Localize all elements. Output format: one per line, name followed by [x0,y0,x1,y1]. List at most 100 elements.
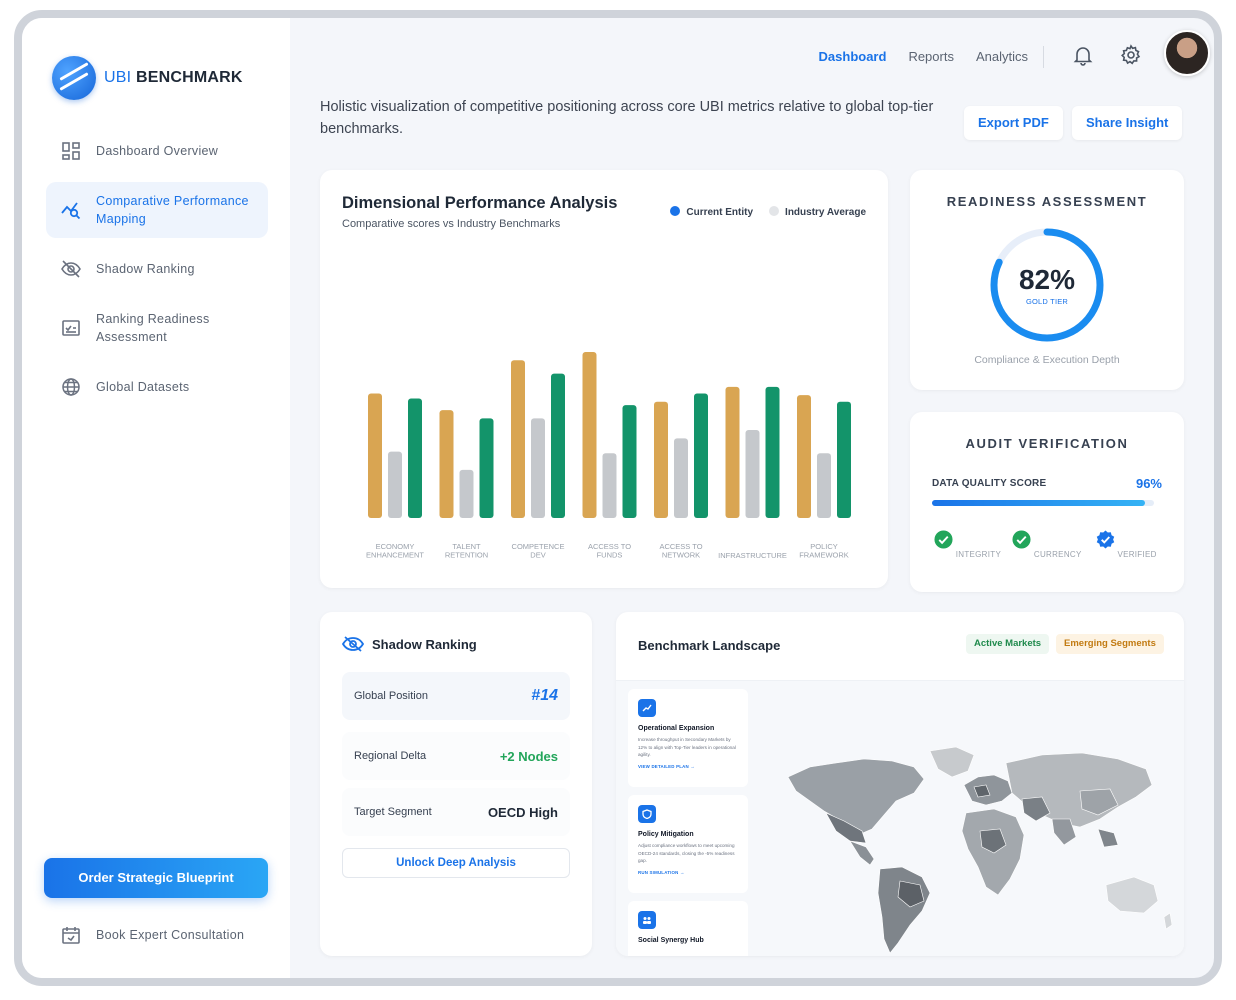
sidebar: UBI BENCHMARK Dashboard Overview Compara… [22,18,290,978]
run-simulation-link[interactable]: RUN SIMULATION → [638,869,685,875]
chart-subtitle: Comparative scores vs Industry Benchmark… [342,218,561,230]
sidebar-item-comparative-performance[interactable]: Comparative Performance Mapping [46,182,268,238]
check-circle-icon [934,530,953,549]
users-icon [638,911,656,929]
bar-0-1[interactable] [388,451,402,518]
sidebar-item-global-datasets[interactable]: Global Datasets [46,366,268,408]
bar-3-0[interactable] [582,352,597,518]
bar-2-0[interactable] [511,360,525,518]
insight-tile-social[interactable]: Social Synergy Hub [628,901,748,956]
bar-4-2[interactable] [694,393,708,519]
bar-1-2[interactable] [479,418,494,518]
map-north-america[interactable] [787,758,925,836]
tile-title: Operational Expansion [638,725,715,732]
map-southeast-asia[interactable] [1097,828,1119,848]
top-divider [1043,46,1044,68]
map-mexico[interactable] [849,840,875,866]
bar-3-2[interactable] [622,405,637,518]
readiness-tier: GOLD TIER [1025,297,1069,306]
top-bar: Dashboard Reports Analytics [290,18,1214,88]
shadow-ranking-heading: Shadow Ranking [342,636,477,652]
bar-4-0[interactable] [654,401,668,518]
eye-off-icon [342,636,364,652]
bar-3-1[interactable] [602,453,617,518]
bar-2-1[interactable] [531,418,545,518]
bar-1-0[interactable] [439,410,454,518]
unlock-analysis-button[interactable]: Unlock Deep Analysis [342,848,570,878]
map-central-europe[interactable] [973,784,991,798]
map-brazil[interactable] [897,880,925,908]
check-integrity: INTEGRITY [928,530,1007,559]
category-label: ECONOMY ENHANCEMENT [366,542,424,560]
brand-suffix: BENCHMARK [135,69,243,86]
sidebar-item-ranking-readiness[interactable]: Ranking Readiness Assessment [46,300,268,356]
audit-card: AUDIT VERIFICATION DATA QUALITY SCORE 96… [910,412,1184,592]
dashboard-grid-icon [60,140,82,162]
legend-item-average[interactable]: Industry Average [769,206,866,218]
active-markets-pill[interactable]: Active Markets [966,634,1050,654]
category-label: POLICY FRAMEWORK [799,542,849,560]
user-avatar[interactable] [1164,30,1210,76]
gear-icon[interactable] [1120,44,1142,66]
bar-chart: ECONOMY ENHANCEMENT TALENT RETENTION COMPETE… [366,352,851,560]
top-nav-reports[interactable]: Reports [908,49,954,64]
insight-tile-operational[interactable]: Operational Expansion Increase throughpu… [628,689,748,787]
map-australia[interactable] [1105,876,1159,914]
bar-0-0[interactable] [368,393,382,519]
top-nav-analytics[interactable]: Analytics [975,49,1028,64]
readiness-ring [990,228,1104,342]
check-label: VERIFIED [1117,550,1157,559]
bar-4-1[interactable] [674,438,688,518]
map-india[interactable] [1051,818,1077,846]
insight-tile-policy[interactable]: Policy Mitigation Adjust compliance work… [628,795,748,893]
shadow-row-regional-delta: Regional Delta +2 Nodes [342,732,570,780]
legend-item-current[interactable]: Current Entity [670,206,753,218]
globe-icon [60,376,82,398]
map-central-africa[interactable] [979,828,1007,854]
sidebar-item-dashboard-overview[interactable]: Dashboard Overview [46,130,268,172]
data-quality-bar [932,500,1154,506]
eye-off-icon [60,258,82,280]
export-pdf-button[interactable]: Export PDF [964,106,1063,140]
top-nav: Dashboard Reports Analytics [819,49,1028,64]
data-quality-value: 96% [1135,476,1162,491]
bar-2-2[interactable] [551,373,565,518]
bar-1-1[interactable] [459,469,474,518]
bar-5-2[interactable] [765,386,780,518]
performance-card: Dimensional Performance Analysis Compara… [320,170,888,588]
share-insight-button[interactable]: Share Insight [1072,106,1183,140]
bar-0-2[interactable] [408,398,422,518]
world-map [787,746,1173,954]
map-usa[interactable] [825,812,867,844]
sidebar-item-label: Global Datasets [96,380,190,394]
row-value: +2 Nodes [499,748,558,764]
audit-title: AUDIT VERIFICATION [965,436,1129,451]
order-blueprint-button[interactable]: Order Strategic Blueprint [44,858,268,898]
brand-logo[interactable]: UBI BENCHMARK [52,56,243,100]
brand-name: UBI BENCHMARK [104,69,243,87]
row-label: Target Segment [354,806,432,818]
book-consultation-link[interactable]: Book Expert Consultation [60,924,244,946]
bar-6-0[interactable] [797,395,811,518]
analytics-chart-icon [60,199,82,221]
map-new-zealand[interactable] [1163,912,1173,930]
map-middle-east[interactable] [1021,796,1051,822]
sidebar-item-label: Comparative Performance Mapping [96,194,249,226]
shadow-row-target-segment: Target Segment OECD High [342,788,570,836]
legend-label: Current Entity [686,207,754,218]
bar-6-2[interactable] [837,401,851,518]
bell-icon[interactable] [1072,44,1094,66]
bar-5-0[interactable] [725,386,740,518]
emerging-segments-pill[interactable]: Emerging Segments [1056,634,1164,654]
top-nav-dashboard[interactable]: Dashboard [818,49,887,64]
map-china[interactable] [1079,788,1119,816]
trend-up-icon [638,699,656,717]
bar-5-1[interactable] [745,430,760,518]
bar-6-1[interactable] [817,453,831,518]
chart-legend: Current Entity Industry Average [670,206,866,218]
category-label: INFRASTRUCTURE [718,551,787,560]
view-plan-link[interactable]: VIEW DETAILED PLAN → [638,763,695,769]
map-south-america[interactable] [877,866,931,954]
map-greenland[interactable] [929,746,975,778]
sidebar-item-shadow-ranking[interactable]: Shadow Ranking [46,248,268,290]
